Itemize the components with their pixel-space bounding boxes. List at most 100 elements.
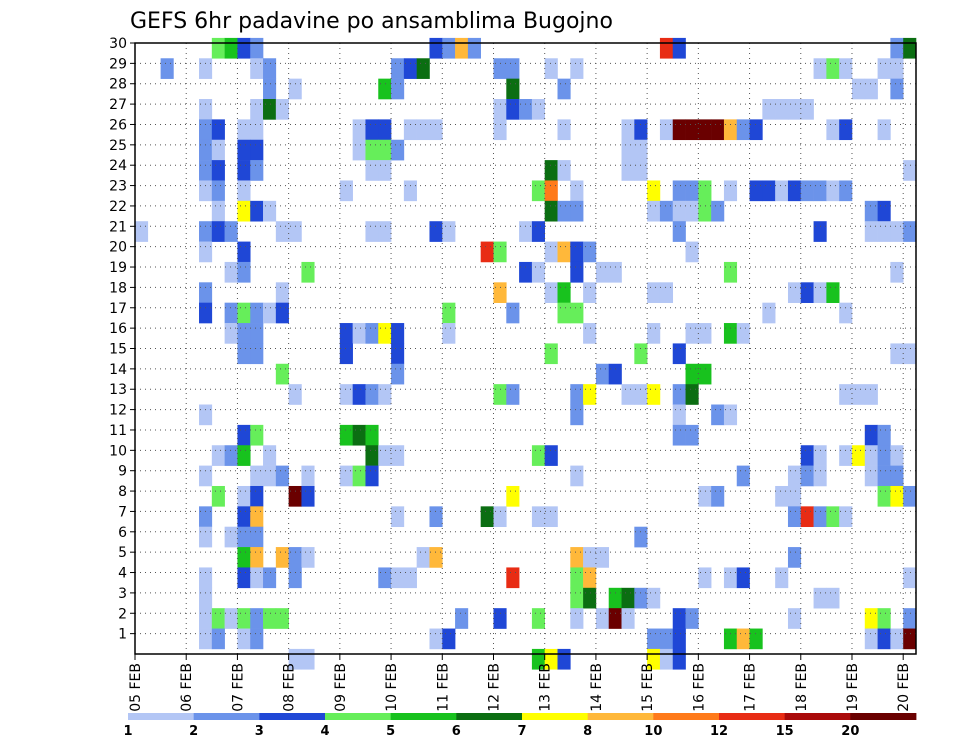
- heatmap-cell: [199, 404, 213, 426]
- heatmap-cell: [839, 506, 853, 528]
- x-tick-label: 17 FEB: [743, 663, 759, 712]
- heatmap-cell: [557, 648, 571, 670]
- heatmap-cell: [531, 221, 545, 242]
- heatmap-cell: [455, 37, 469, 59]
- heatmap-cell: [391, 78, 405, 100]
- heatmap-cell: [839, 180, 853, 202]
- heatmap-cell: [544, 180, 558, 202]
- heatmap-cell: [378, 139, 392, 161]
- heatmap-cell: [391, 567, 405, 589]
- heatmap-cell: [890, 37, 904, 59]
- heatmap-cell: [275, 99, 289, 120]
- heatmap-cell: [442, 37, 456, 59]
- heatmap-cell: [672, 180, 686, 202]
- heatmap-cell: [711, 404, 725, 426]
- colorbar-label: 15: [776, 724, 794, 739]
- heatmap-cell: [877, 445, 891, 466]
- heatmap-cell: [659, 119, 674, 141]
- heatmap-cell: [237, 343, 251, 365]
- y-tick-label: 14: [109, 362, 127, 378]
- heatmap-cell: [557, 200, 571, 222]
- heatmap-cell: [301, 465, 315, 487]
- heatmap-cell: [250, 119, 264, 141]
- heatmap-cell: [250, 547, 264, 568]
- colorbar-label: 20: [841, 724, 859, 739]
- heatmap-cell: [250, 485, 264, 507]
- heatmap-cell: [391, 343, 405, 365]
- heatmap-cell: [647, 628, 661, 650]
- heatmap-cell: [506, 78, 520, 100]
- heatmap-cell: [199, 180, 213, 202]
- heatmap-cell: [365, 119, 379, 141]
- heatmap-cell: [877, 424, 891, 446]
- heatmap-cell: [531, 261, 545, 283]
- heatmap-cell: [608, 363, 622, 385]
- heatmap-cell: [647, 587, 661, 609]
- heatmap-cell: [365, 221, 379, 242]
- colorbar-swatch: [390, 713, 457, 720]
- heatmap-cell: [557, 302, 571, 324]
- heatmap-cell: [160, 58, 174, 79]
- heatmap-cell: [224, 221, 238, 242]
- heatmap-cell: [557, 160, 571, 181]
- heatmap-cell: [903, 221, 917, 242]
- heatmap-cell: [493, 119, 507, 141]
- heatmap-cell: [275, 547, 289, 568]
- heatmap-cell: [787, 547, 802, 568]
- heatmap-cell: [339, 424, 353, 446]
- colorbar-swatch: [456, 713, 523, 720]
- heatmap-cell: [570, 180, 584, 202]
- heatmap-cell: [647, 180, 661, 202]
- x-tick-label: 18 FEB: [794, 663, 810, 712]
- heatmap-cell: [570, 200, 584, 222]
- heatmap-cell: [839, 384, 853, 405]
- heatmap-cell: [621, 119, 635, 141]
- colorbar-label: 7: [517, 724, 526, 739]
- heatmap-cell: [455, 608, 469, 629]
- heatmap-cell: [557, 282, 571, 303]
- heatmap-cell: [199, 58, 213, 79]
- heatmap-cell: [800, 99, 814, 120]
- heatmap-cell: [429, 37, 443, 59]
- heatmap-cell: [263, 78, 277, 100]
- heatmap-cell: [199, 526, 213, 548]
- heatmap-cell: [211, 37, 225, 59]
- heatmap-cell: [557, 119, 571, 141]
- heatmap-cell: [672, 343, 686, 365]
- y-tick-label: 24: [109, 158, 127, 174]
- heatmap-cell: [199, 302, 213, 324]
- x-axis: 05 FEB 06 FEB 07 FEB 08 FEB 09 FEB 10 FEB 11 F…: [128, 654, 912, 712]
- y-tick-label: 10: [109, 443, 127, 459]
- heatmap-cell: [391, 58, 405, 79]
- heatmap-cell: [787, 282, 802, 303]
- heatmap-cell: [813, 180, 827, 202]
- heatmap-cell: [403, 180, 417, 202]
- heatmap-cell: [531, 608, 545, 629]
- heatmap-cell: [851, 78, 866, 100]
- y-tick-label: 8: [118, 484, 127, 500]
- heatmap-cell: [288, 547, 302, 568]
- heatmap-cell: [263, 302, 277, 324]
- heatmap-cell: [634, 384, 648, 405]
- colorbar-swatch: [522, 713, 589, 720]
- heatmap-cell: [493, 608, 507, 629]
- heatmap-cell: [544, 445, 558, 466]
- colorbar-swatch: [193, 713, 260, 720]
- heatmap-cell: [275, 221, 289, 242]
- heatmap-cell: [237, 180, 251, 202]
- heatmap-cell: [391, 363, 405, 385]
- heatmap-cell: [250, 139, 264, 161]
- heatmap-cell: [800, 506, 814, 528]
- heatmap-cell: [237, 485, 251, 507]
- heatmap-cell: [595, 363, 610, 385]
- colorbar-label: 5: [386, 724, 395, 739]
- y-tick-label: 9: [118, 464, 127, 480]
- heatmap-cell: [723, 628, 738, 650]
- heatmap-cell: [583, 282, 597, 303]
- heatmap-cell: [813, 465, 827, 487]
- heatmap-cell: [531, 99, 545, 120]
- x-tick-label: 09 FEB: [333, 663, 349, 712]
- heatmap-cell: [211, 200, 225, 222]
- y-tick-label: 15: [109, 342, 127, 358]
- heatmap-cell: [531, 506, 545, 528]
